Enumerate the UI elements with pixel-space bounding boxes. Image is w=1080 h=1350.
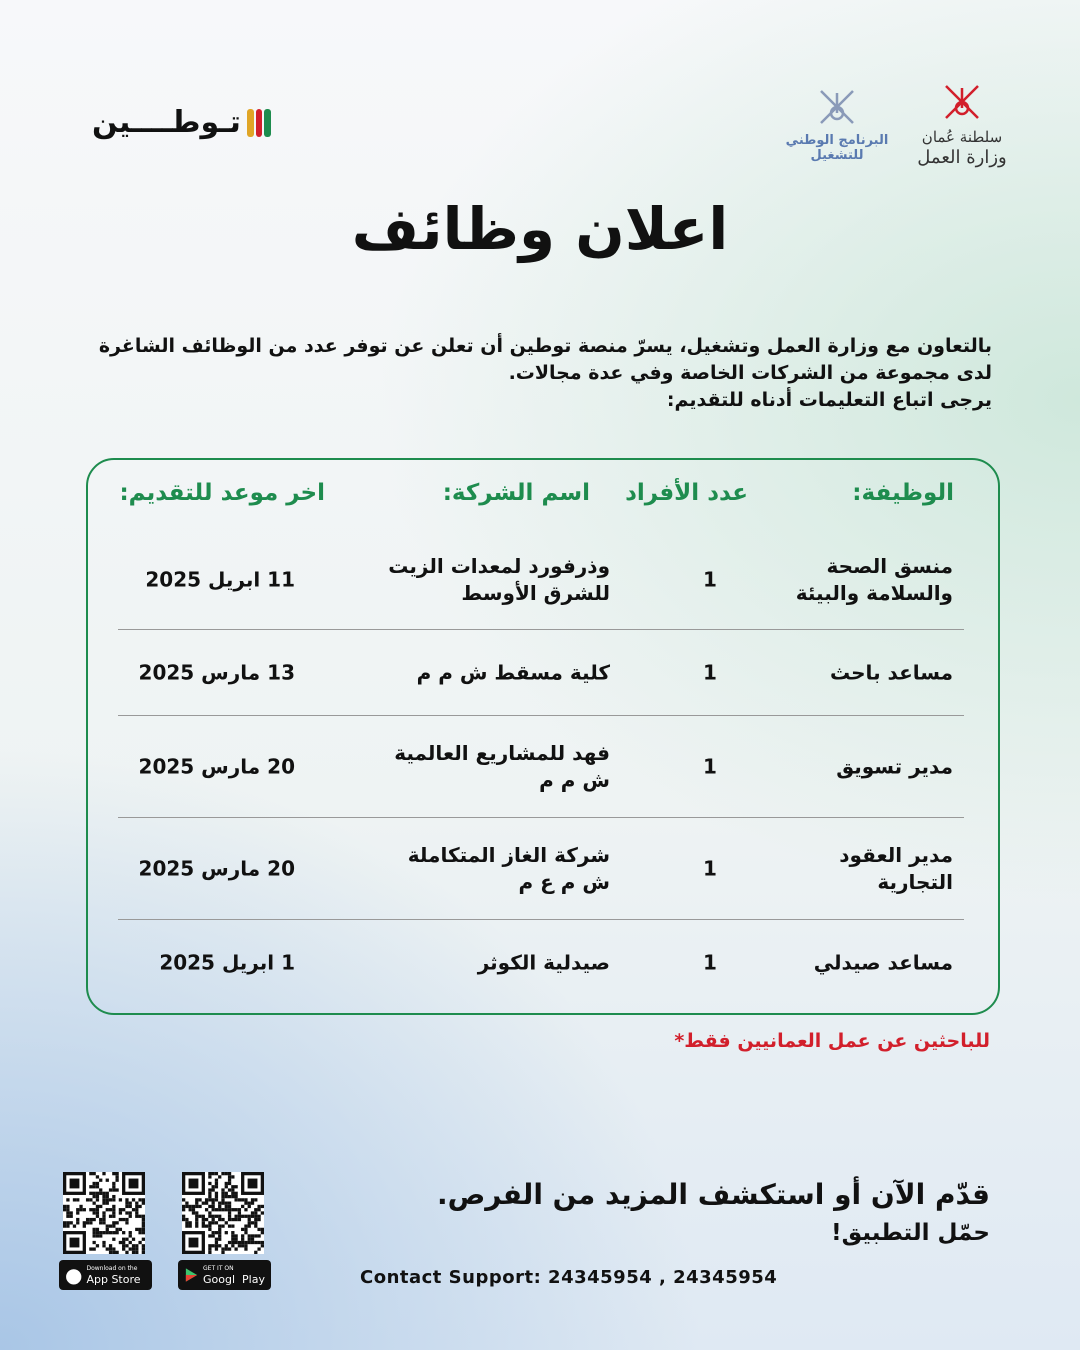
cell-count: 1 xyxy=(703,856,717,881)
national-program-logo: البرنامج الوطني للتشغيل xyxy=(776,85,898,163)
googleplay-button[interactable]: GET IT ON Googl Play xyxy=(178,1260,271,1290)
cell-company: كلية مسقط ش م م xyxy=(416,660,610,685)
tawteen-logo-mark-icon xyxy=(246,108,271,137)
national-program-line2: للتشغيل xyxy=(810,148,864,163)
cell-count: 1 xyxy=(703,567,717,592)
row-divider xyxy=(118,919,964,920)
cell-count: 1 xyxy=(703,660,717,685)
table-row: مساعد باحث 1 كلية مسقط ش م م 13 مارس 2025 xyxy=(118,630,964,716)
cell-job: مدير العقود التجارية xyxy=(839,843,953,894)
play-icon xyxy=(185,1268,198,1282)
cta-download: حمّل التطبيق! xyxy=(831,1220,990,1246)
googleplay-small: GET IT ON xyxy=(203,1264,234,1272)
cell-company: صيدلية الكوثر xyxy=(477,950,610,974)
cell-deadline: 11 ابريل 2025 xyxy=(145,567,295,592)
googleplay-large: Googl Play xyxy=(203,1272,265,1286)
cell-job: مساعد باحث xyxy=(829,660,953,685)
jobs-table: الوظيفة: عدد الأفراد اسم الشركة: اخر موع… xyxy=(86,458,1000,1015)
appstore-small: Download on the xyxy=(86,1264,138,1272)
intro-line: يرجى اتباع التعليمات أدناه للتقديم: xyxy=(666,389,992,411)
cell-company: شركة الغاز المتكاملة ش م ع م xyxy=(407,843,610,894)
khanjar-emblem-red-icon xyxy=(945,85,979,119)
intro-line: لدى مجموعة من الشركات الخاصة وفي عدة مجا… xyxy=(508,362,992,384)
cell-job: مدير تسويق xyxy=(836,754,953,779)
header-job: الوظيفة: xyxy=(852,480,954,506)
header-count: عدد الأفراد xyxy=(625,480,748,506)
header-company: اسم الشركة: xyxy=(442,480,590,506)
qr-code-icon xyxy=(63,1172,145,1254)
intro-line: بالتعاون مع وزارة العمل وتشغيل، يسرّ منص… xyxy=(98,335,992,357)
cell-job: منسق الصحة والسلامة والبيئة xyxy=(795,554,953,605)
table-row: مدير تسويق 1 فهد للمشاريع العالمية ش م م 20… xyxy=(118,716,964,818)
cell-count: 1 xyxy=(703,950,717,974)
appstore-button[interactable]: ● Download on the App Store xyxy=(59,1260,152,1290)
cta-headline: قدّم الآن أو استكشف المزيد من الفرص. xyxy=(436,1178,990,1211)
cell-company: وذرفورد لمعدات الزيت للشرق الأوسط xyxy=(388,554,610,605)
cell-deadline: 20 مارس 2025 xyxy=(138,856,295,881)
table-row: منسق الصحة والسلامة والبيئة 1 وذرفورد لمعد… xyxy=(118,530,964,630)
header-deadline: اخر موعد للتقديم: xyxy=(119,480,325,506)
row-divider xyxy=(118,629,964,630)
qr-code-icon xyxy=(182,1172,264,1254)
table-row: مدير العقود التجارية 1 شركة الغاز المتكامل… xyxy=(118,818,964,920)
page-title: اعلان وظائف xyxy=(351,195,729,263)
cell-company: فهد للمشاريع العالمية ش م م xyxy=(394,741,610,792)
khanjar-emblem-icon xyxy=(820,90,854,124)
eligibility-note: للباحثين عن عمل العمانيين فقط* xyxy=(674,1030,990,1052)
ministry-logo: سلطنة عُمان وزارة العمل xyxy=(902,80,1022,169)
intro-text: بالتعاون مع وزارة العمل وتشغيل، يسرّ منص… xyxy=(92,333,992,414)
tawteen-logo-text: تـوطــــين xyxy=(92,105,241,140)
ministry-line2: وزارة العمل xyxy=(917,147,1007,168)
table-row: مساعد صيدلي 1 صيدلية الكوثر 1 ابريل 2025 xyxy=(118,920,964,1005)
cell-count: 1 xyxy=(703,754,717,779)
support-contact: Contact Support: 24345954 , 24345954 xyxy=(360,1267,778,1288)
cell-deadline: 13 مارس 2025 xyxy=(138,660,295,685)
row-divider xyxy=(118,715,964,716)
cell-job: مساعد صيدلي xyxy=(813,950,953,974)
tawteen-logo: تـوطــــين xyxy=(92,105,271,140)
appstore-qr[interactable] xyxy=(63,1172,145,1258)
ministry-line1: سلطنة عُمان xyxy=(921,128,1003,146)
appstore-large: App Store xyxy=(86,1272,141,1286)
national-program-line1: البرنامج الوطني xyxy=(785,133,889,148)
cell-deadline: 1 ابريل 2025 xyxy=(159,950,295,974)
row-divider xyxy=(118,817,964,818)
apple-icon: ● xyxy=(65,1263,83,1287)
cell-deadline: 20 مارس 2025 xyxy=(138,754,295,779)
googleplay-qr[interactable] xyxy=(182,1172,264,1258)
